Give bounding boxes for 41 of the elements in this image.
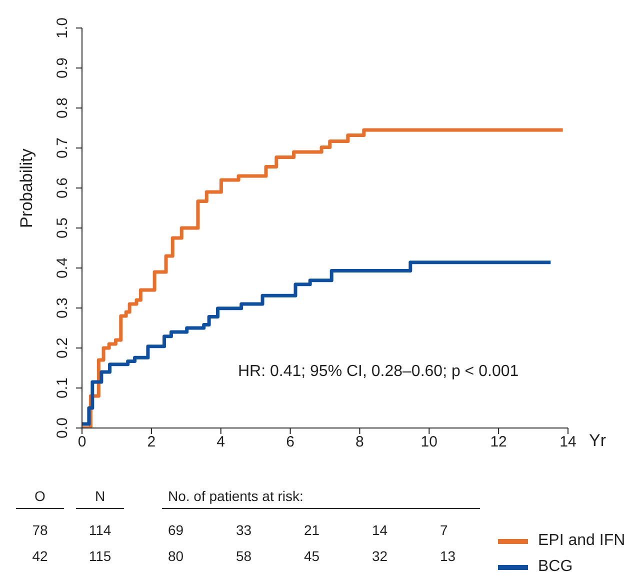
text: 33 [236, 522, 252, 538]
y-tick-label: 0.5 [54, 218, 71, 238]
text: 14 [372, 522, 388, 538]
y-tick-label: 0.8 [54, 98, 71, 118]
text: N [94, 488, 106, 504]
x-tick-label: 14 [560, 434, 576, 451]
text: 69 [168, 522, 184, 538]
y-tick-label: 0.2 [54, 338, 71, 358]
text: 114 [88, 522, 112, 538]
y-tick-label: 0.3 [54, 298, 71, 318]
y-tick-label: 0.9 [54, 58, 71, 78]
x-tick-label: 4 [216, 434, 226, 451]
text: 7 [440, 522, 448, 538]
text: 32 [372, 548, 388, 564]
x-tick-label: 8 [356, 434, 364, 451]
x-axis-title: Yr [589, 431, 606, 450]
y-tick-label: 0.7 [54, 138, 71, 158]
text: No. of patients at risk: [168, 488, 304, 504]
y-tick-label: 0.4 [54, 258, 71, 278]
text: 21 [304, 522, 320, 538]
legend-label: EPI and IFN [538, 532, 626, 550]
text: 80 [168, 548, 184, 564]
x-tick-label: 12 [490, 434, 507, 451]
annotation: HR: 0.41; 95% CI, 0.28–0.60; p < 0.001 [238, 363, 519, 381]
text: 78 [31, 522, 49, 538]
text: 45 [304, 548, 320, 564]
x-tick-label: 0 [78, 434, 86, 451]
y-axis-title: Probability [17, 148, 36, 228]
text: 115 [88, 548, 112, 564]
y-tick-label: 0.0 [54, 418, 71, 438]
y-tick-label: 0.1 [54, 378, 71, 398]
x-tick-label: 10 [420, 434, 438, 451]
x-tick-label: 6 [286, 434, 294, 451]
x-tick-label: 2 [147, 434, 156, 451]
text: 42 [31, 548, 49, 564]
text: O [34, 488, 46, 504]
text: 58 [236, 548, 252, 564]
legend-label: BCG [538, 558, 573, 576]
text: 13 [440, 548, 456, 564]
y-tick-label: 0.6 [54, 178, 71, 198]
y-tick-label: 1.0 [54, 18, 71, 38]
